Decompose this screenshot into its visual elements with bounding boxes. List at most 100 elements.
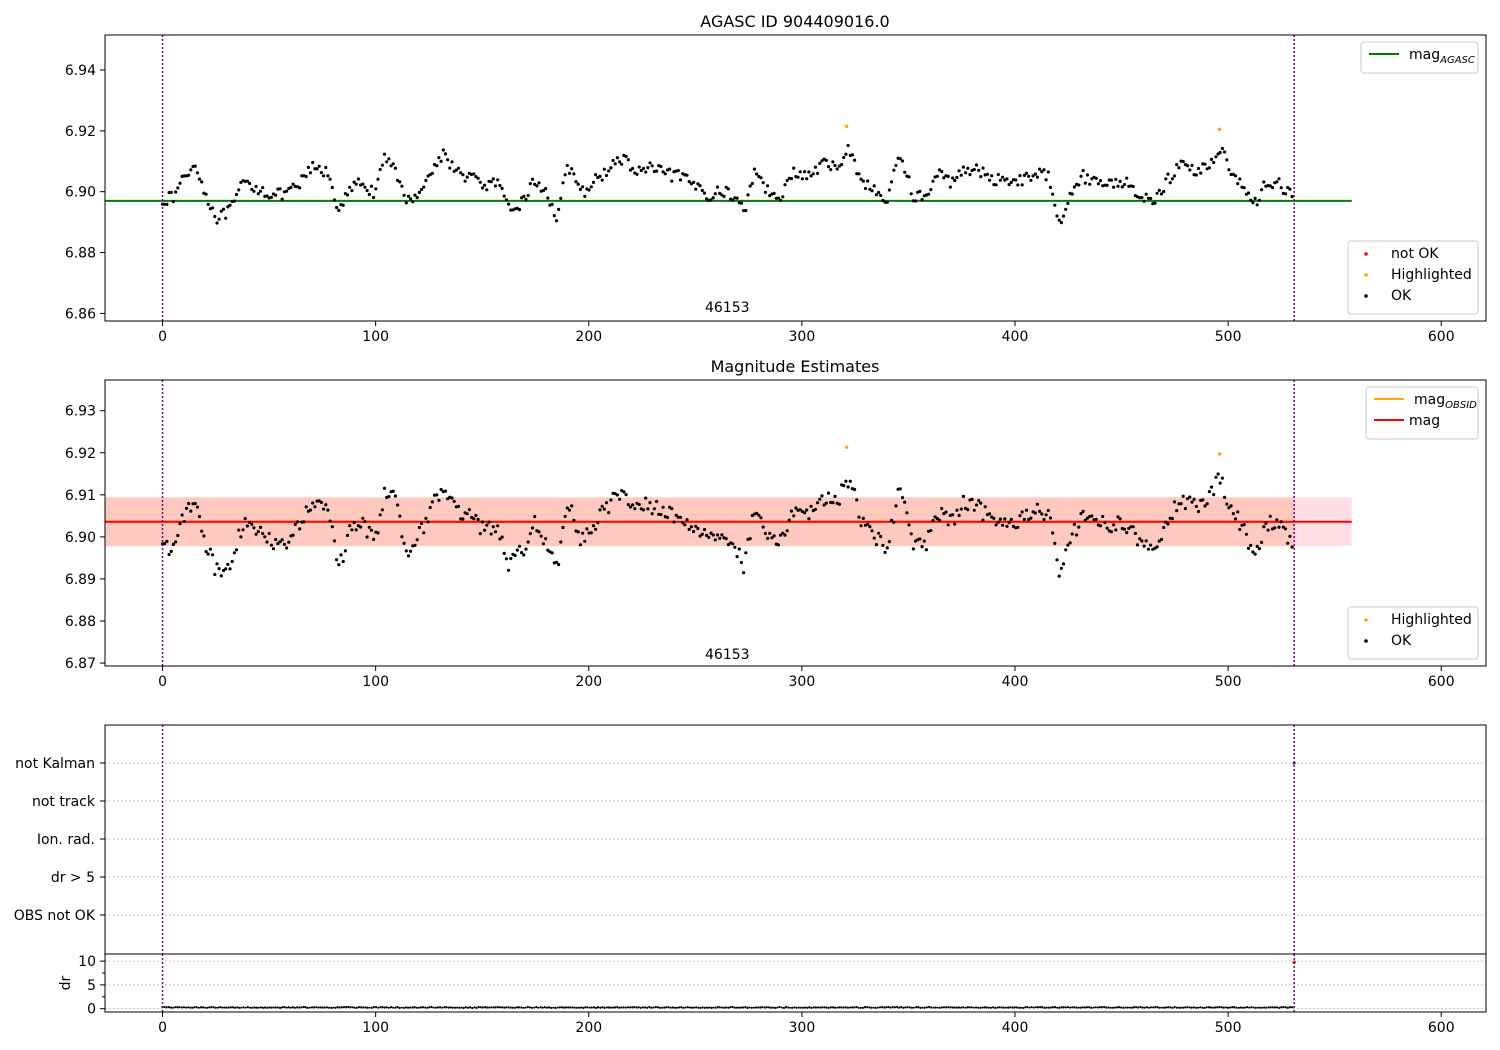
- ok-point: [1040, 170, 1044, 174]
- y-category-label: dr > 5: [51, 870, 95, 886]
- ok-point: [785, 178, 789, 183]
- ok-point: [1283, 527, 1288, 531]
- ok-point: [365, 188, 369, 193]
- ok-point: [1188, 168, 1192, 172]
- dr-point: [810, 1006, 813, 1010]
- ok-point: [607, 510, 611, 515]
- ok-point: [1101, 514, 1105, 519]
- dr-point: [955, 1006, 958, 1009]
- y-tick-label: 10: [78, 954, 96, 970]
- ok-point: [707, 535, 711, 540]
- y-tick-label: 6.86: [65, 306, 96, 322]
- ok-point: [197, 177, 202, 181]
- ok-point: [311, 501, 315, 505]
- ok-point: [1216, 472, 1220, 476]
- ok-point: [981, 166, 985, 170]
- dr-point: [763, 1006, 766, 1009]
- ok-point: [1251, 550, 1255, 554]
- ok-point: [278, 540, 282, 544]
- dr-point: [1222, 1006, 1225, 1009]
- ok-point: [1109, 530, 1113, 534]
- ok-point: [435, 164, 439, 168]
- ok-point: [979, 501, 983, 505]
- dr-point: [823, 1006, 826, 1009]
- ok-point: [1070, 532, 1074, 536]
- ok-point: [354, 182, 358, 186]
- ok-point: [561, 181, 565, 185]
- ok-point: [887, 188, 892, 192]
- dr-point: [398, 1006, 401, 1010]
- dr-point: [1098, 1006, 1101, 1009]
- ok-point: [1162, 525, 1166, 530]
- ok-point: [879, 193, 883, 197]
- ok-point: [502, 194, 506, 198]
- ok-point: [1118, 517, 1122, 521]
- ok-point: [400, 184, 404, 188]
- dr-point: [1060, 1006, 1063, 1009]
- ok-point: [254, 184, 258, 189]
- ok-point: [961, 165, 966, 169]
- dr-point: [746, 1006, 749, 1010]
- dr-point: [231, 1006, 235, 1009]
- ok-point: [946, 523, 950, 527]
- dr-point: [599, 1006, 602, 1009]
- ok-point: [533, 515, 537, 519]
- ok-point: [988, 512, 992, 516]
- ok-point: [1083, 181, 1087, 185]
- ok-point: [224, 567, 228, 571]
- ok-point: [391, 162, 395, 166]
- ok-point: [417, 190, 421, 194]
- ok-point: [448, 166, 452, 170]
- ok-point: [1288, 187, 1292, 191]
- dr-point: [351, 1006, 354, 1009]
- ok-point: [1040, 512, 1044, 516]
- ok-point: [1125, 531, 1129, 535]
- dr-point: [612, 1006, 615, 1009]
- dr-point: [404, 1006, 408, 1009]
- ok-point: [422, 531, 426, 535]
- ok-point: [598, 508, 602, 512]
- ok-point: [955, 175, 959, 180]
- ok-point: [189, 168, 193, 172]
- ok-point: [345, 193, 350, 197]
- dr-point: [385, 1006, 388, 1009]
- ok-point: [1085, 516, 1090, 520]
- ok-point: [594, 173, 598, 177]
- ok-point: [1046, 170, 1050, 174]
- ok-point: [217, 217, 221, 221]
- ok-point: [200, 180, 204, 184]
- x-tick-label: 500: [1215, 674, 1242, 690]
- ok-point: [1038, 167, 1042, 171]
- ok-point: [748, 537, 752, 541]
- dr-point: [375, 1006, 378, 1009]
- ok-point: [411, 200, 415, 204]
- ok-point: [308, 508, 313, 512]
- y-tick-label: 6.88: [65, 614, 96, 630]
- ok-point: [722, 194, 726, 198]
- ok-point: [400, 535, 404, 539]
- ok-point: [1199, 171, 1203, 175]
- dr-point: [966, 1006, 969, 1009]
- ok-point: [1042, 168, 1046, 172]
- dr-point: [498, 1006, 501, 1009]
- ok-point: [219, 574, 223, 578]
- dr-point: [1011, 1006, 1014, 1009]
- ok-point: [591, 180, 596, 184]
- dr-point: [759, 1006, 762, 1009]
- ok-point: [678, 178, 683, 182]
- ok-point: [363, 519, 367, 524]
- dr-point: [953, 1006, 956, 1009]
- ok-point: [1218, 481, 1222, 485]
- ok-point: [396, 503, 400, 507]
- ok-point: [650, 164, 654, 168]
- dr-point: [1192, 1006, 1195, 1009]
- ok-point: [659, 164, 663, 169]
- x-tick-label: 100: [362, 329, 389, 345]
- dr-point: [1186, 1006, 1189, 1009]
- dr-point: [270, 1006, 273, 1009]
- dr-point: [885, 1006, 888, 1009]
- dr-point: [710, 1006, 713, 1010]
- ok-point: [700, 532, 704, 536]
- ok-point: [1029, 178, 1033, 182]
